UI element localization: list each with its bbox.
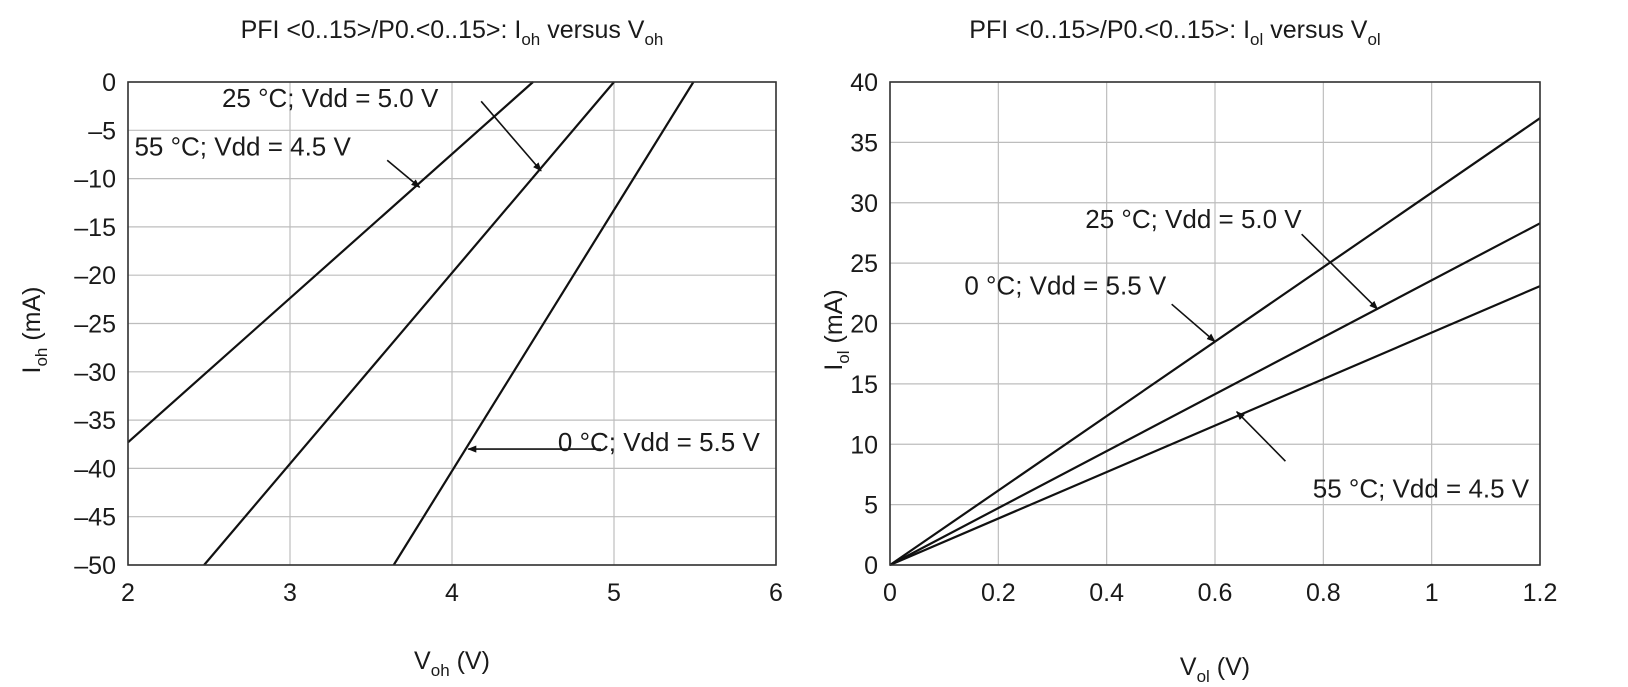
plot-frame: [127, 81, 777, 566]
y-tick-label: 0: [864, 552, 878, 580]
y-tick-label: 40: [850, 69, 878, 97]
y-tick-label: –20: [74, 262, 116, 290]
x-tick-label: 0.8: [1306, 579, 1341, 607]
annotation-label: 25 °C; Vdd = 5.0 V: [1085, 204, 1302, 234]
annotation-label: 55 °C; Vdd = 4.5 V: [1313, 473, 1530, 503]
x-tick-labels: 2 3 4 5 6: [121, 579, 783, 607]
y-tick-label: 35: [850, 129, 878, 157]
chart-title: PFI <0..15>/P0.<0..15>: Iol versus Vol: [969, 16, 1380, 49]
annotation-arrow: [1236, 411, 1286, 462]
chart-title: PFI <0..15>/P0.<0..15>: Ioh versus Voh: [241, 16, 664, 49]
annotation-label: 25 °C; Vdd = 5.0 V: [222, 83, 439, 113]
x-axis-label: Vol (V): [1180, 653, 1250, 686]
y-tick-labels: 0 –5 –10 –15 –20 –25 –30 –35 –40 –45 –50: [74, 69, 116, 580]
y-tick-label: 10: [850, 431, 878, 459]
x-tick-labels: 0 0.2 0.4 0.6 0.8 1 1.2: [883, 579, 1557, 607]
annotation-arrows: [386, 100, 602, 453]
series-line: [889, 222, 1541, 566]
x-tick-label: 5: [607, 579, 621, 607]
x-tick-label: 6: [769, 579, 783, 607]
iol-vs-vol-chart: PFI <0..15>/P0.<0..15>: Iol versus Vol 0…: [820, 16, 1557, 686]
y-tick-label: 0: [102, 69, 116, 97]
annotation-label: 0 °C; Vdd = 5.5 V: [558, 427, 761, 457]
y-tick-label: 20: [850, 311, 878, 339]
y-tick-label: –30: [74, 359, 116, 387]
y-tick-label: –10: [74, 166, 116, 194]
ioh-vs-voh-chart: PFI <0..15>/P0.<0..15>: Ioh versus Voh 2…: [18, 16, 783, 680]
annotation-arrows: [1171, 233, 1379, 462]
y-tick-labels: 0 5 10 15 20 25 30 35 40: [850, 69, 878, 580]
x-tick-label: 1: [1425, 579, 1439, 607]
y-tick-label: –35: [74, 407, 116, 435]
y-axis-label: Ioh (mA): [18, 287, 51, 374]
series-line: [889, 285, 1541, 567]
annotation-labels: 25 °C; Vdd = 5.0 V 0 °C; Vdd = 5.5 V 55 °C…: [964, 204, 1529, 503]
x-tick-label: 0: [883, 579, 897, 607]
x-tick-label: 0.4: [1089, 579, 1124, 607]
y-tick-label: –50: [74, 552, 116, 580]
x-tick-label: 4: [445, 579, 459, 607]
y-tick-label: 15: [850, 371, 878, 399]
plot-frame: [889, 81, 1541, 566]
y-tick-label: –25: [74, 311, 116, 339]
x-tick-label: 2: [121, 579, 135, 607]
x-tick-label: 3: [283, 579, 297, 607]
y-tick-label: –15: [74, 214, 116, 242]
series-lines: [127, 81, 695, 566]
y-tick-label: –45: [74, 504, 116, 532]
y-tick-label: 5: [864, 492, 878, 520]
annotation-label: 55 °C; Vdd = 4.5 V: [134, 131, 351, 161]
y-tick-label: 25: [850, 250, 878, 278]
y-axis-label: Iol (mA): [820, 289, 853, 370]
annotation-label: 0 °C; Vdd = 5.5 V: [964, 271, 1167, 301]
x-tick-label: 0.2: [981, 579, 1016, 607]
series-line: [203, 81, 615, 566]
y-tick-label: –40: [74, 455, 116, 483]
y-tick-label: 30: [850, 190, 878, 218]
series-line: [127, 81, 534, 444]
x-tick-label: 1.2: [1523, 579, 1558, 607]
annotation-labels: 25 °C; Vdd = 5.0 V 55 °C; Vdd = 4.5 V 0 °C…: [134, 83, 760, 457]
y-tick-label: –5: [88, 117, 116, 145]
annotation-arrow: [480, 100, 542, 172]
annotation-arrow: [386, 159, 421, 188]
x-axis-label: Voh (V): [414, 647, 490, 680]
series-line: [392, 81, 695, 566]
annotation-arrow: [1301, 233, 1379, 310]
annotation-arrow: [1171, 303, 1216, 343]
x-tick-label: 0.6: [1198, 579, 1233, 607]
